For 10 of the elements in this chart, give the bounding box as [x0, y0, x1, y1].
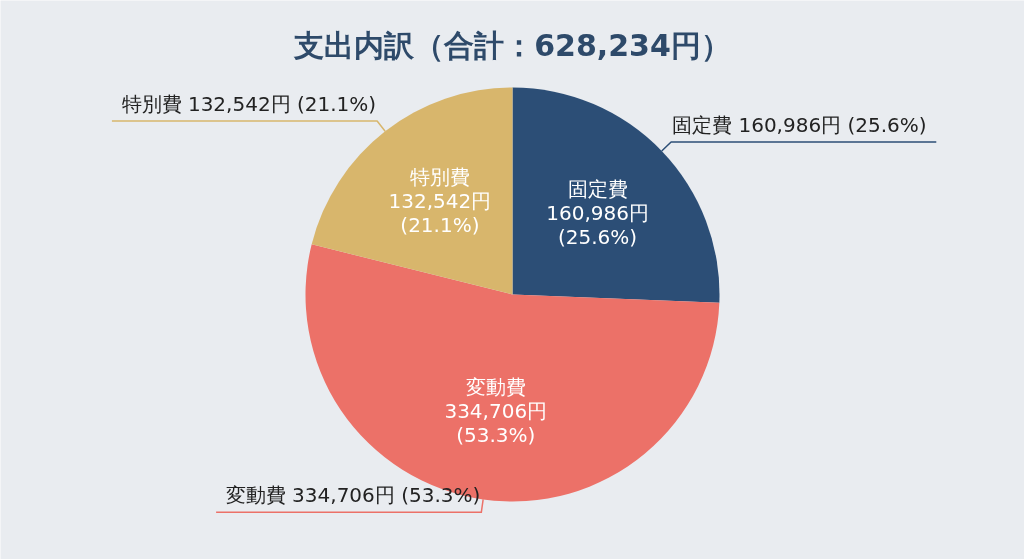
data-label: 132,542円 (21.1%): [388, 189, 492, 238]
text: 変動費 334,706円 (53.3%): [225, 483, 481, 508]
text: 特別費 132,542円 (21.1%): [121, 92, 377, 117]
data-label: 160,986円 (25.6%): [546, 200, 649, 249]
chart-title: 支出内訳（合計：628,234円）: [293, 28, 731, 63]
slice-label: 変動費: [465, 375, 526, 400]
text: 固定費 160,986円 (25.6%): [672, 113, 927, 138]
slice-label: 固定費: [567, 176, 628, 201]
data-label: 334,706円 (53.3%): [444, 399, 548, 448]
slice-label: 特別費: [409, 165, 470, 190]
